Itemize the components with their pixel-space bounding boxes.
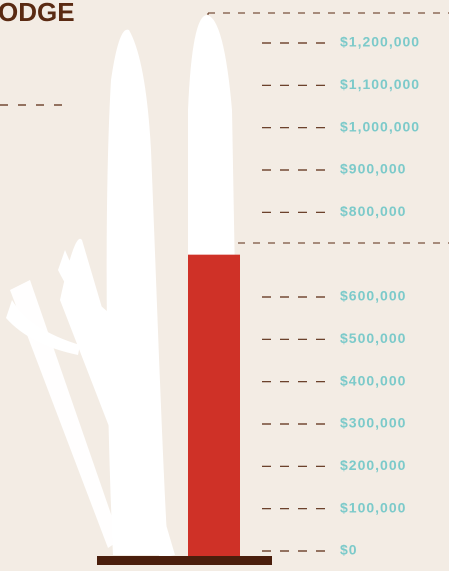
chart: ODGE $0 $100,000 $200,000 $300,000 $400,000 $… (0, 0, 449, 571)
y-tick-label: $1,000,000 (340, 118, 420, 134)
y-tick-label: $200,000 (340, 457, 406, 473)
y-tick-label: $0 (340, 542, 358, 558)
y-tick-label: $500,000 (340, 330, 406, 346)
y-tick-label: $300,000 (340, 415, 406, 431)
y-tick-label: $100,000 (340, 499, 406, 515)
y-tick-label: $900,000 (340, 161, 406, 177)
y-tick-label: $1,200,000 (340, 34, 420, 50)
y-tick-label: $600,000 (340, 288, 406, 304)
bar (188, 255, 240, 556)
y-tick-label: $1,100,000 (340, 76, 420, 92)
y-tick-label: $800,000 (340, 203, 406, 219)
chart-title: ODGE (0, 0, 75, 27)
base (97, 556, 272, 565)
y-tick-label: $400,000 (340, 372, 406, 388)
